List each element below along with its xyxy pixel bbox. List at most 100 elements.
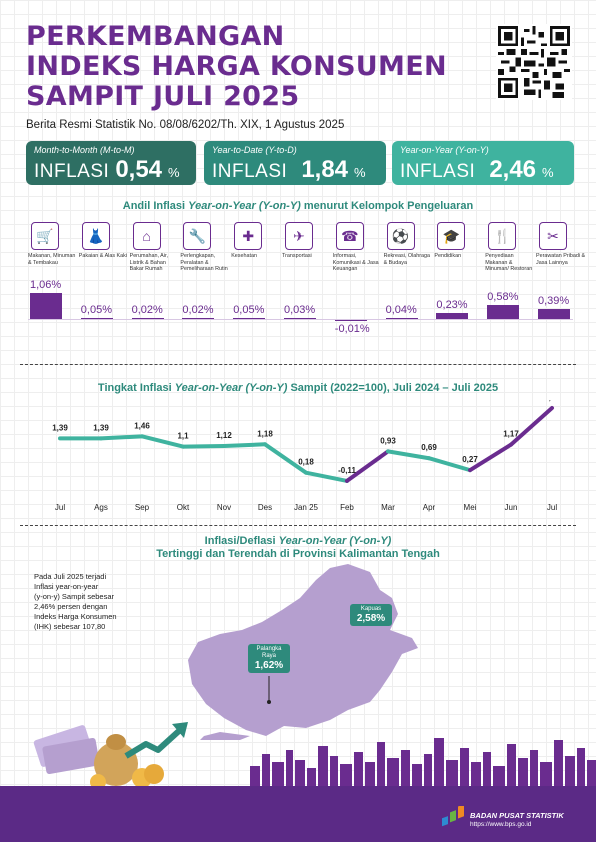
data-label: 1,18 xyxy=(257,429,273,438)
group-bar xyxy=(487,304,520,319)
footer-bar xyxy=(0,786,596,842)
x-tick-label: Jul xyxy=(547,503,557,512)
group-value: 0,05% xyxy=(80,303,112,316)
group-bar xyxy=(182,317,215,319)
group-bar xyxy=(131,317,164,319)
andil-groups: 🛒 Makanan, Minuman & Tembakau 1,06% 👗 Pakaia… xyxy=(28,222,585,342)
group-value: 0,03% xyxy=(284,303,316,316)
series-segment xyxy=(181,444,226,449)
group-name: Penyediaan Makanan & Minuman/ Restoran xyxy=(485,253,533,272)
group-item: ✈ Transportasi 0,03% xyxy=(282,222,332,319)
data-label: 1,1 xyxy=(177,432,189,441)
group-item: 🍴 Penyediaan Makanan & Minuman/ Restoran 0… xyxy=(485,222,535,319)
group-bar xyxy=(80,317,113,319)
group-item: 👗 Pakaian & Alas Kaki 0,05% xyxy=(78,222,129,319)
inflation-line-chart: 1,39 Jul 1,39 Ags 1,46 Sep 1,1 Okt 1,12 Nov 1,18 De… xyxy=(52,400,560,512)
series-segment xyxy=(468,442,513,473)
group-bar xyxy=(233,317,266,319)
tools-icon: 🔧 xyxy=(183,222,212,250)
city-badge-palangka-raya: Palangka Raya 1,62% xyxy=(248,644,290,673)
series-segment xyxy=(222,442,267,449)
group-name: Perumahan, Air, Listrik & Bahan Bakar Ru… xyxy=(129,253,168,272)
data-label: -0,11 xyxy=(338,466,356,475)
series-segment xyxy=(263,442,308,475)
x-tick-label: Jul xyxy=(55,503,65,512)
group-name: Pendidikan xyxy=(434,253,462,259)
group-name: Transportasi xyxy=(282,253,312,259)
divider xyxy=(20,364,576,365)
card-unit: % xyxy=(542,165,554,180)
group-name: Rekreasi, Olahraga & Budaya xyxy=(383,253,431,266)
group-name: Pakaian & Alas Kaki xyxy=(78,253,128,259)
x-tick-label: Mei xyxy=(464,503,477,512)
group-bar xyxy=(385,317,418,319)
city-badge-kapuas: Kapuas 2,58% xyxy=(350,604,392,626)
group-value: 0,23% xyxy=(436,299,468,312)
map-subtitle: Tertinggi dan Terendah di Provinsi Kalim… xyxy=(156,548,440,560)
health-icon: ✚ xyxy=(234,222,263,250)
card-value: 2,46 xyxy=(489,156,537,183)
card-label: Month-to-Month (M-to-M) xyxy=(34,145,135,155)
bps-logo-icon[interactable] xyxy=(440,806,466,832)
card-label: Year-on-Year (Y-on-Y) xyxy=(400,145,489,155)
group-name: Informasi, Komunikasi & Jasa Keuangan xyxy=(332,253,379,272)
plane-icon: ✈ xyxy=(285,222,313,250)
qr-code-icon[interactable] xyxy=(496,24,572,100)
group-value: 0,39% xyxy=(538,295,570,308)
food-icon: 🛒 xyxy=(31,222,59,250)
x-tick-label: Feb xyxy=(340,503,354,512)
org-url-link[interactable]: https://www.bps.go.id xyxy=(470,821,532,828)
group-value: 1,06% xyxy=(30,278,62,291)
group-item: 🔧 Perlengkapan, Peralatan & Pemeliharaan … xyxy=(180,222,230,319)
chart-title: Tingkat Inflasi Year-on-Year (Y-on-Y) Sa… xyxy=(97,382,499,394)
x-tick-label: Okt xyxy=(177,503,190,512)
group-bar xyxy=(30,292,62,319)
series-segment xyxy=(140,434,185,449)
scissors-icon: ✂ xyxy=(539,222,567,250)
x-tick-label: Jun xyxy=(505,503,518,512)
x-tick-label: Sep xyxy=(135,503,150,512)
group-item: ✚ Kesehatan 0,05% xyxy=(231,222,281,319)
card-label: Year-to-Date (Y-to-D) xyxy=(212,145,297,155)
restaurant-icon: 🍴 xyxy=(488,222,517,250)
series-segment xyxy=(386,449,431,461)
andil-baseline xyxy=(28,319,573,320)
series-segment xyxy=(509,405,554,447)
card-value: 0,54 xyxy=(115,156,163,183)
card-mtm: Month-to-Month (M-to-M) INFLASI 0,54% xyxy=(26,141,196,185)
group-item: ⚽ Rekreasi, Olahraga & Budaya 0,04% xyxy=(383,222,434,319)
series-segment xyxy=(99,434,144,441)
group-bar xyxy=(436,313,469,319)
graduation-icon: 🎓 xyxy=(437,222,466,250)
subtitle: Berita Resmi Statistik No. 08/08/6202/Th… xyxy=(26,119,345,131)
x-tick-label: Des xyxy=(258,503,272,512)
data-label: 1,39 xyxy=(52,423,68,432)
group-value: 0,02% xyxy=(131,303,163,316)
group-name: Perawatan Pribadi & Jasa Lainnya xyxy=(536,253,586,266)
andil-title: Andil Inflasi Year-on-Year (Y-on-Y) menu… xyxy=(122,200,474,212)
sport-icon: ⚽ xyxy=(386,222,415,250)
page-title: PERKEMBANGAN INDEKS HARGA KONSUMEN SAMPI… xyxy=(26,21,447,112)
group-bar xyxy=(284,317,316,319)
data-label: 0,18 xyxy=(298,458,314,467)
series-segment xyxy=(304,470,349,483)
data-label: 1,12 xyxy=(216,431,232,440)
data-label: 2,46 xyxy=(544,400,560,402)
group-value: 0,05% xyxy=(233,303,265,316)
group-name: Makanan, Minuman & Tembakau xyxy=(28,253,76,266)
group-item: 🛒 Makanan, Minuman & Tembakau 1,06% xyxy=(28,222,78,319)
summary-note: Pada Juli 2025 terjadi Inflasi year-on-y… xyxy=(34,572,117,631)
data-label: 1,39 xyxy=(93,423,109,432)
x-tick-label: Ags xyxy=(94,503,108,512)
card-word: INFLASI xyxy=(212,161,288,182)
group-value: 0,58% xyxy=(487,290,519,303)
x-tick-label: Apr xyxy=(423,503,436,512)
card-value: 1,84 xyxy=(301,156,349,183)
divider xyxy=(20,525,576,526)
map-title: Inflasi/Deflasi Year-on-Year (Y-on-Y) xyxy=(204,535,392,547)
data-label: 1,17 xyxy=(503,430,519,439)
group-item: 🎓 Pendidikan 0,23% xyxy=(434,222,484,319)
x-tick-label: Nov xyxy=(217,503,231,512)
city-skyline xyxy=(250,738,596,788)
card-unit: % xyxy=(168,165,180,180)
